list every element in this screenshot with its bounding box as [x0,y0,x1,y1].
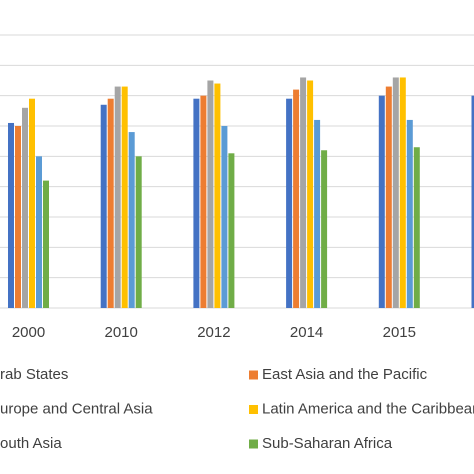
x-tick-label: 2010 [105,324,138,341]
bar [314,119,321,308]
bar [15,126,21,308]
bar [406,119,413,308]
bar [200,95,207,309]
bar [378,95,385,309]
bar [193,98,200,308]
bar [471,95,474,309]
legend-label: Europe and Central Asia [0,400,153,417]
bar [221,126,228,308]
x-tick-label: 2015 [383,324,416,341]
bar [100,104,107,309]
legend-label: Sub-Saharan Africa [262,435,393,452]
bar [36,156,42,308]
legend-label: Latin America and the Caribbean [262,400,474,417]
x-tick-label: 2000 [12,324,45,341]
bar [413,147,420,308]
bar [135,156,142,308]
bar [228,153,235,308]
bar [107,98,114,308]
legend-label: Arab States [0,366,68,383]
bar [321,150,328,308]
legend-label: East Asia and the Pacific [262,366,428,383]
bar [121,86,128,308]
x-tick-label: 2012 [197,324,230,341]
bar [207,80,214,308]
x-tick-label: 2014 [290,324,323,341]
bar [300,77,307,308]
bar [22,107,28,308]
bar [392,77,399,308]
bar [43,180,49,308]
bar [399,77,406,308]
legend-marker [249,405,258,414]
bar [307,80,314,308]
bar [128,132,135,308]
bar [286,98,293,308]
legend-marker [249,370,258,380]
bar [214,83,221,309]
legend-marker [249,439,258,449]
bar [385,86,392,308]
bar [8,122,14,308]
bar [114,86,121,308]
bar [29,98,35,308]
bar [293,89,300,308]
legend-label: South Asia [0,435,62,452]
